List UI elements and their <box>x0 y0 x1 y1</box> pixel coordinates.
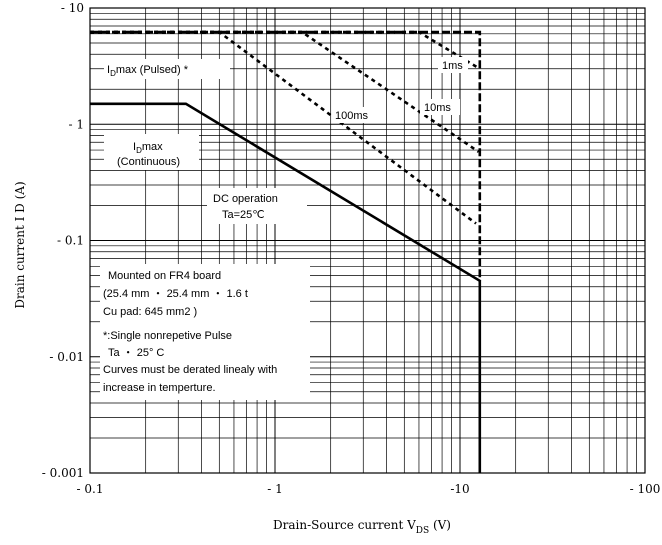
x-axis-title: Drain-Source current VDS (V) <box>273 518 451 536</box>
label-10ms: 10ms <box>424 102 451 114</box>
series-line-0 <box>90 102 482 473</box>
label-100ms-bg <box>332 107 378 123</box>
series-line-2 <box>90 30 480 153</box>
series-line-4 <box>90 30 482 281</box>
label-100ms: 100ms <box>335 110 369 122</box>
x-tick-label-0: - 0.1 <box>77 482 104 496</box>
annotations: IDmax (Pulsed) * IDmax (Continuous) DC o… <box>100 57 468 400</box>
idmax-pulsed-bg <box>104 59 230 79</box>
label-1ms-bg <box>438 57 468 73</box>
x-tick-label-1: - 1 <box>267 482 283 496</box>
dc-op-line1: DC operation <box>213 193 278 205</box>
dc-op-bg <box>207 188 307 224</box>
y-tick-label-4: - 0.001 <box>42 466 84 480</box>
x-tick-label-3: - 100 <box>630 482 661 496</box>
grid <box>89 7 646 474</box>
series-line-3 <box>90 30 481 70</box>
idmax-cont-bg <box>104 134 199 170</box>
dc-op-line2: Ta=25℃ <box>222 209 265 221</box>
y-axis-title: Drain current I D (A) <box>13 181 27 308</box>
label-1ms: 1ms <box>442 60 463 72</box>
note-line-3: *:Single nonrepetive Pulse <box>103 330 232 342</box>
plot-frame <box>89 7 646 474</box>
note-line-1: (25.4 mm ・ 25.4 mm ・ 1.6 t <box>103 288 248 300</box>
y-tick-label-2: - 0.1 <box>57 234 84 248</box>
idmax-pulsed-label: IDmax (Pulsed) * <box>107 64 189 78</box>
note-line-4: Ta ・ 25° C <box>108 347 164 359</box>
note-line-2: Cu pad: 645 mm2 ) <box>103 306 197 318</box>
series-layer <box>90 30 482 473</box>
y-tick-label-1: - 1 <box>68 117 84 131</box>
note-line-6: increase in temperture. <box>103 382 216 394</box>
x-tick-label-2: -10 <box>450 482 469 496</box>
y-tick-label-0: - 10 <box>61 1 84 15</box>
idmax-cont-label: IDmax <box>133 141 163 155</box>
idmax-cont-line2: (Continuous) <box>117 156 180 168</box>
tick-labels: - 0.1 - 1 -10 - 100 - 10 - 1 - 0.1 - 0.01 - 0.00… <box>42 1 661 496</box>
note-line-5: Curves must be derated linealy with <box>103 364 277 376</box>
note-line-0: Mounted on FR4 board <box>108 270 221 282</box>
notes-box <box>100 264 310 400</box>
y-tick-label-3: - 0.01 <box>49 350 84 364</box>
label-10ms-bg <box>420 99 460 115</box>
